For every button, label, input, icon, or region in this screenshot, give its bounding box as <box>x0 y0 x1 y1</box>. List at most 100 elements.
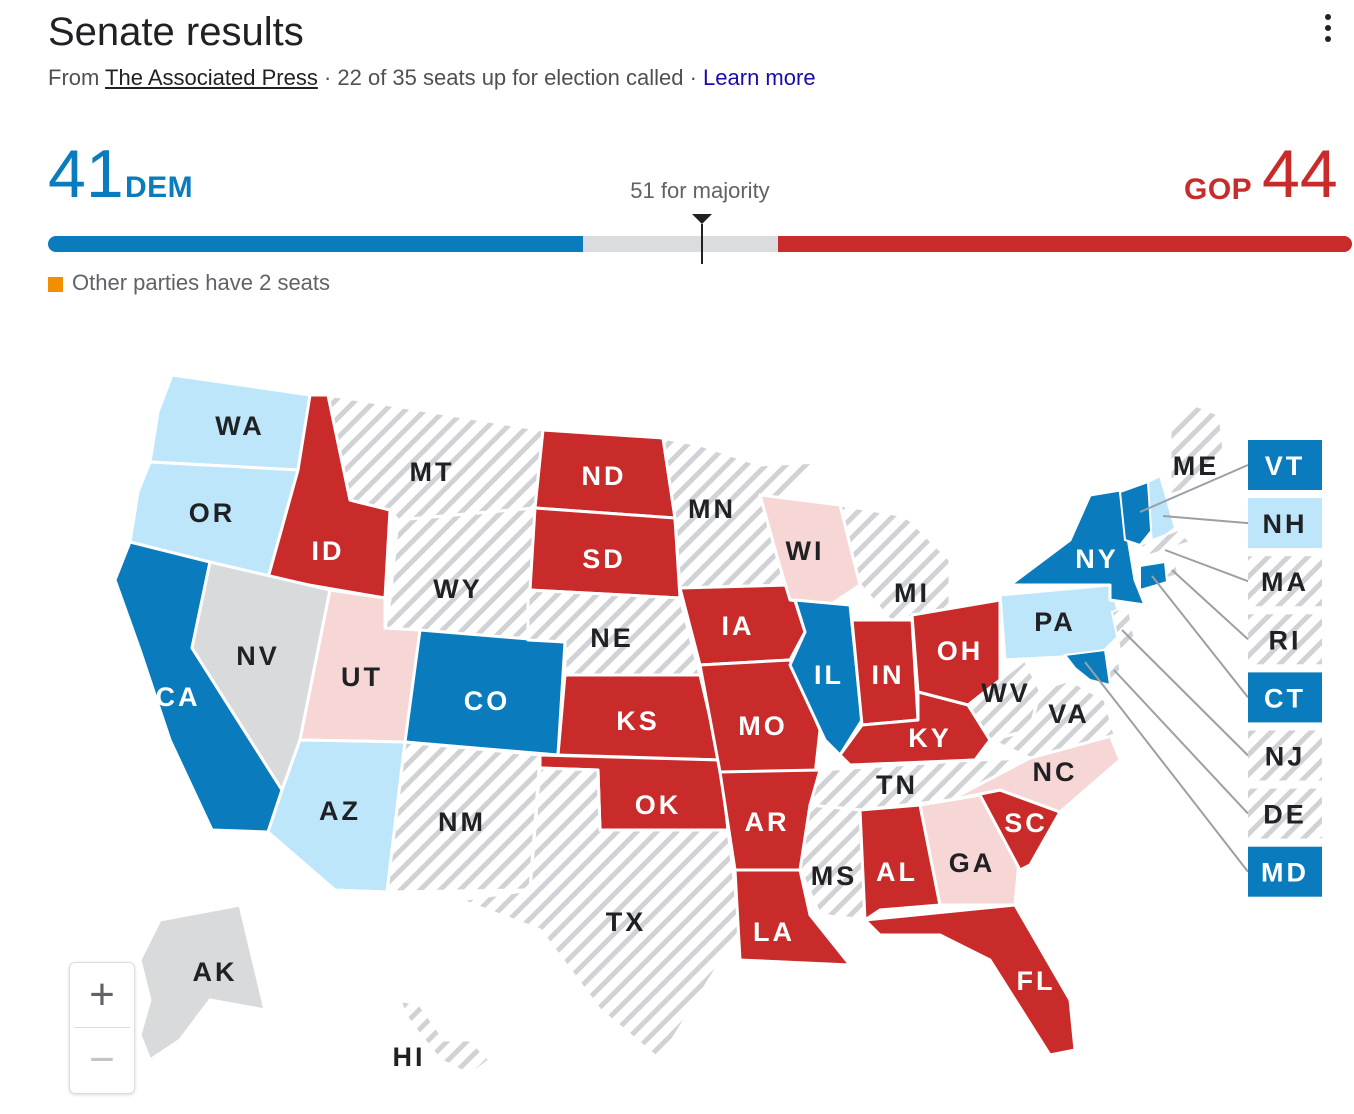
leader-line-md <box>1084 661 1249 873</box>
state-ma[interactable] <box>1138 528 1192 557</box>
zoom-in-button[interactable]: + <box>89 970 115 1019</box>
source-line: From The Associated Press · 22 of 35 sea… <box>48 64 816 92</box>
state-label-pa: PA <box>1034 607 1076 637</box>
state-label-va: VA <box>1048 699 1090 729</box>
state-label-wi: WI <box>786 536 825 566</box>
zoom-divider <box>74 1027 130 1028</box>
page-title: Senate results <box>48 10 304 54</box>
state-label-nc: NC <box>1033 757 1078 787</box>
other-parties-swatch <box>48 277 63 292</box>
state-me[interactable] <box>1168 403 1227 497</box>
state-label-or: OR <box>189 498 236 528</box>
state-label-nd: ND <box>582 461 627 491</box>
state-label-ky: KY <box>908 723 952 753</box>
state-vt[interactable] <box>1118 480 1154 547</box>
state-label-ar: AR <box>745 807 790 837</box>
leader-line-ct <box>1151 575 1249 699</box>
other-parties-text: Other parties have 2 seats <box>72 270 331 295</box>
state-label-nm: NM <box>438 807 486 837</box>
state-label-fl: FL <box>1017 966 1056 996</box>
state-label-wy: WY <box>433 574 483 604</box>
state-label-mo: MO <box>738 711 788 741</box>
state-ct[interactable] <box>1139 560 1169 592</box>
called-text: · 22 of 35 seats up for election called … <box>317 65 704 90</box>
northeast-label-ma: MA <box>1261 567 1309 597</box>
northeast-box-ri[interactable] <box>1248 614 1322 665</box>
northeast-box-nh[interactable] <box>1248 498 1322 549</box>
learn-more-link[interactable]: Learn more <box>703 65 816 90</box>
state-mi[interactable] <box>838 503 952 622</box>
state-hi[interactable] <box>398 998 492 1077</box>
state-label-ga: GA <box>949 848 996 878</box>
state-ny[interactable] <box>1008 488 1147 607</box>
state-label-az: AZ <box>319 796 361 826</box>
northeast-label-de: DE <box>1263 800 1307 830</box>
state-ms[interactable] <box>798 803 867 922</box>
state-tx[interactable] <box>458 766 742 1062</box>
state-label-nv: NV <box>236 641 280 671</box>
zoom-control: + − <box>69 962 135 1094</box>
northeast-label-vt: VT <box>1265 451 1306 481</box>
state-label-me: ME <box>1173 451 1220 481</box>
source-link[interactable]: The Associated Press <box>105 65 318 90</box>
gop-label: GOP <box>1184 173 1253 206</box>
northeast-box-ma[interactable] <box>1248 556 1322 607</box>
northeast-box-nj[interactable] <box>1248 730 1322 781</box>
state-label-co: CO <box>464 686 511 716</box>
leader-line-nh <box>1162 515 1249 525</box>
state-label-ms: MS <box>811 861 858 891</box>
state-label-al: AL <box>876 857 918 887</box>
majority-marker-icon <box>692 214 712 224</box>
state-label-tx: TX <box>606 907 647 937</box>
state-label-wv: WV <box>981 678 1031 708</box>
state-wv[interactable] <box>966 658 1042 742</box>
state-nh[interactable] <box>1146 474 1177 547</box>
gop-seat-count: 44 <box>1262 136 1338 212</box>
majority-label: 51 for majority <box>630 178 770 203</box>
state-label-tn: TN <box>876 770 918 800</box>
more-options-icon[interactable] <box>1312 10 1344 46</box>
state-label-ca: CA <box>156 682 201 712</box>
state-label-mi: MI <box>894 578 930 608</box>
northeast-box-ct[interactable] <box>1248 672 1322 723</box>
northeast-label-nh: NH <box>1263 509 1308 539</box>
leader-line-de <box>1113 669 1249 815</box>
state-label-ne: NE <box>590 623 634 653</box>
state-la[interactable] <box>733 868 852 967</box>
state-label-il: IL <box>814 660 844 690</box>
dem-seat-bar <box>48 236 583 252</box>
state-label-ok: OK <box>635 790 682 820</box>
zoom-out-button[interactable]: − <box>89 1035 115 1084</box>
state-pa[interactable] <box>998 583 1127 662</box>
state-label-ak: AK <box>193 957 238 987</box>
dem-seat-count: 41 <box>48 136 124 212</box>
state-label-mt: MT <box>410 457 455 487</box>
northeast-box-de[interactable] <box>1248 788 1322 839</box>
dem-label: DEM <box>125 171 194 204</box>
state-label-ia: IA <box>722 611 755 641</box>
state-label-sd: SD <box>582 544 626 574</box>
state-fl[interactable] <box>863 903 1077 1057</box>
state-al[interactable] <box>858 803 942 922</box>
state-label-hi: HI <box>393 1042 426 1072</box>
leader-line-ri <box>1171 569 1249 641</box>
northeast-label-md: MD <box>1261 858 1309 888</box>
state-label-ks: KS <box>616 706 660 736</box>
majority-line <box>701 224 703 264</box>
northeast-box-md[interactable] <box>1248 846 1322 897</box>
state-label-oh: OH <box>937 636 984 666</box>
state-label-ny: NY <box>1075 544 1119 574</box>
state-mo[interactable] <box>698 658 822 777</box>
state-label-la: LA <box>753 917 795 947</box>
leader-line-nj <box>1121 629 1249 757</box>
state-de[interactable] <box>1106 654 1124 684</box>
us-senate-map[interactable]: VT NH MA RI CT NJ DE MD WA OR CA ID NV UT AZ MT WY CO NM N… <box>0 340 1354 1114</box>
state-nj[interactable] <box>1110 603 1137 652</box>
state-label-id: ID <box>312 536 345 566</box>
northeast-box-vt[interactable] <box>1248 440 1322 490</box>
state-ak[interactable] <box>138 903 267 1062</box>
state-label-sc: SC <box>1004 808 1048 838</box>
state-label-mn: MN <box>688 494 736 524</box>
state-label-wa: WA <box>215 411 265 441</box>
northeast-label-ct: CT <box>1264 683 1306 713</box>
